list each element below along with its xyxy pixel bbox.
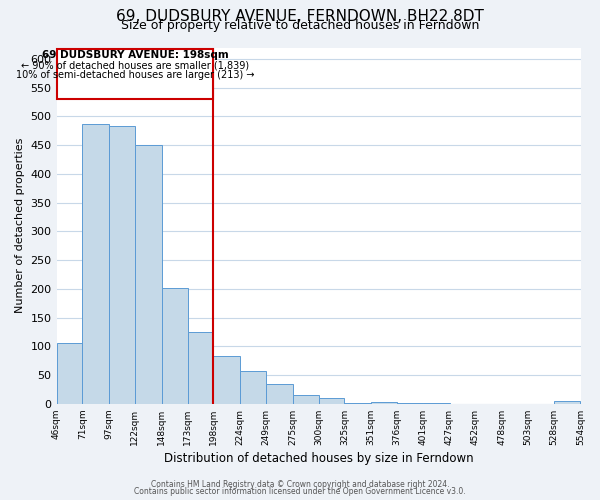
- Bar: [397, 403, 422, 404]
- Text: 69, DUDSBURY AVENUE, FERNDOWN, BH22 8DT: 69, DUDSBURY AVENUE, FERNDOWN, BH22 8DT: [116, 9, 484, 24]
- Bar: [266, 384, 293, 404]
- X-axis label: Distribution of detached houses by size in Ferndown: Distribution of detached houses by size …: [164, 452, 473, 465]
- Y-axis label: Number of detached properties: Number of detached properties: [15, 138, 25, 314]
- Bar: [162, 288, 188, 404]
- Text: Contains public sector information licensed under the Open Government Licence v3: Contains public sector information licen…: [134, 487, 466, 496]
- Text: ← 90% of detached houses are smaller (1,839): ← 90% of detached houses are smaller (1,…: [21, 60, 249, 70]
- Bar: [109, 126, 135, 404]
- Text: 69 DUDSBURY AVENUE: 198sqm: 69 DUDSBURY AVENUE: 198sqm: [41, 50, 229, 60]
- Bar: [240, 371, 266, 404]
- Bar: [344, 402, 371, 404]
- Bar: [188, 332, 214, 404]
- Bar: [422, 403, 449, 404]
- Bar: [554, 401, 580, 404]
- Bar: [293, 394, 319, 404]
- Text: Contains HM Land Registry data © Crown copyright and database right 2024.: Contains HM Land Registry data © Crown c…: [151, 480, 449, 489]
- Bar: [135, 145, 162, 404]
- Text: Size of property relative to detached houses in Ferndown: Size of property relative to detached ho…: [121, 19, 479, 32]
- Bar: [214, 356, 240, 404]
- Bar: [371, 402, 397, 404]
- Bar: [82, 124, 109, 404]
- Text: 10% of semi-detached houses are larger (213) →: 10% of semi-detached houses are larger (…: [16, 70, 254, 80]
- Bar: [319, 398, 344, 404]
- Bar: [56, 344, 82, 404]
- FancyBboxPatch shape: [56, 48, 214, 99]
